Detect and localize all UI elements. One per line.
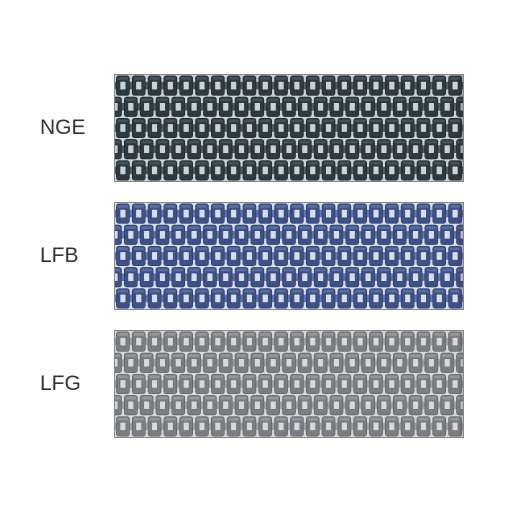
belt-row-lfb: LFB: [40, 202, 472, 310]
belt-label: NGE: [40, 116, 96, 140]
belt-label: LFB: [40, 244, 96, 268]
belt-swatch: [114, 202, 464, 310]
belt-swatch: [114, 330, 464, 438]
belt-swatch: [114, 74, 464, 182]
belt-row-nge: NGE: [40, 74, 472, 182]
belt-label: LFG: [40, 372, 96, 396]
belt-row-lfg: LFG: [40, 330, 472, 438]
